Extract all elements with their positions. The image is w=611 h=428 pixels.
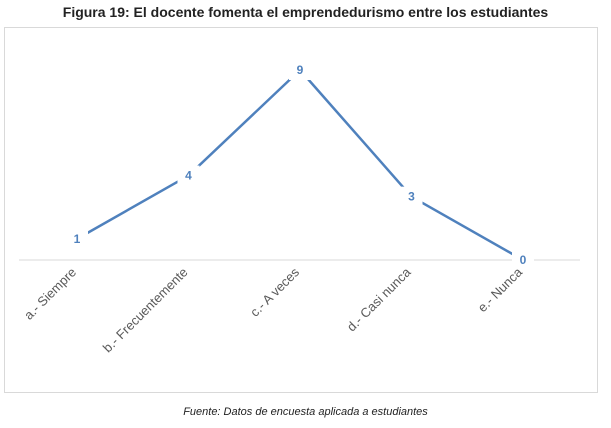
x-tick-labels: a.- Siempre b.- Frecuentemente c.- A veces… [21,264,526,355]
data-label-bg [512,250,534,270]
data-label: 3 [408,190,415,204]
data-label-bg [177,165,200,186]
data-label: 9 [297,63,304,77]
x-tick-label: d.- Casi nunca [344,264,414,334]
series-line [76,68,524,262]
line-chart: 1 4 9 3 0 a.- Siempre b.- Frecuentemente c.- A… [19,60,580,356]
data-label: 4 [185,169,192,183]
data-label: 1 [74,232,81,246]
chart-frame [4,27,598,393]
x-tick-label: b.- Frecuentemente [100,265,191,356]
data-labels: 1 4 9 3 0 [66,60,534,270]
data-label-bg [289,60,311,80]
x-tick-label: e.- Nunca [475,264,526,315]
x-tick-label: a.- Siempre [21,265,79,323]
figure-source: Fuente: Datos de encuesta aplicada a est… [183,406,428,418]
data-label-bg [66,228,88,249]
data-label-bg [400,186,423,207]
figure-title: Figura 19: El docente fomenta el emprend… [62,4,549,20]
x-tick-label: c.- A veces [247,264,302,319]
data-label: 0 [520,253,527,267]
